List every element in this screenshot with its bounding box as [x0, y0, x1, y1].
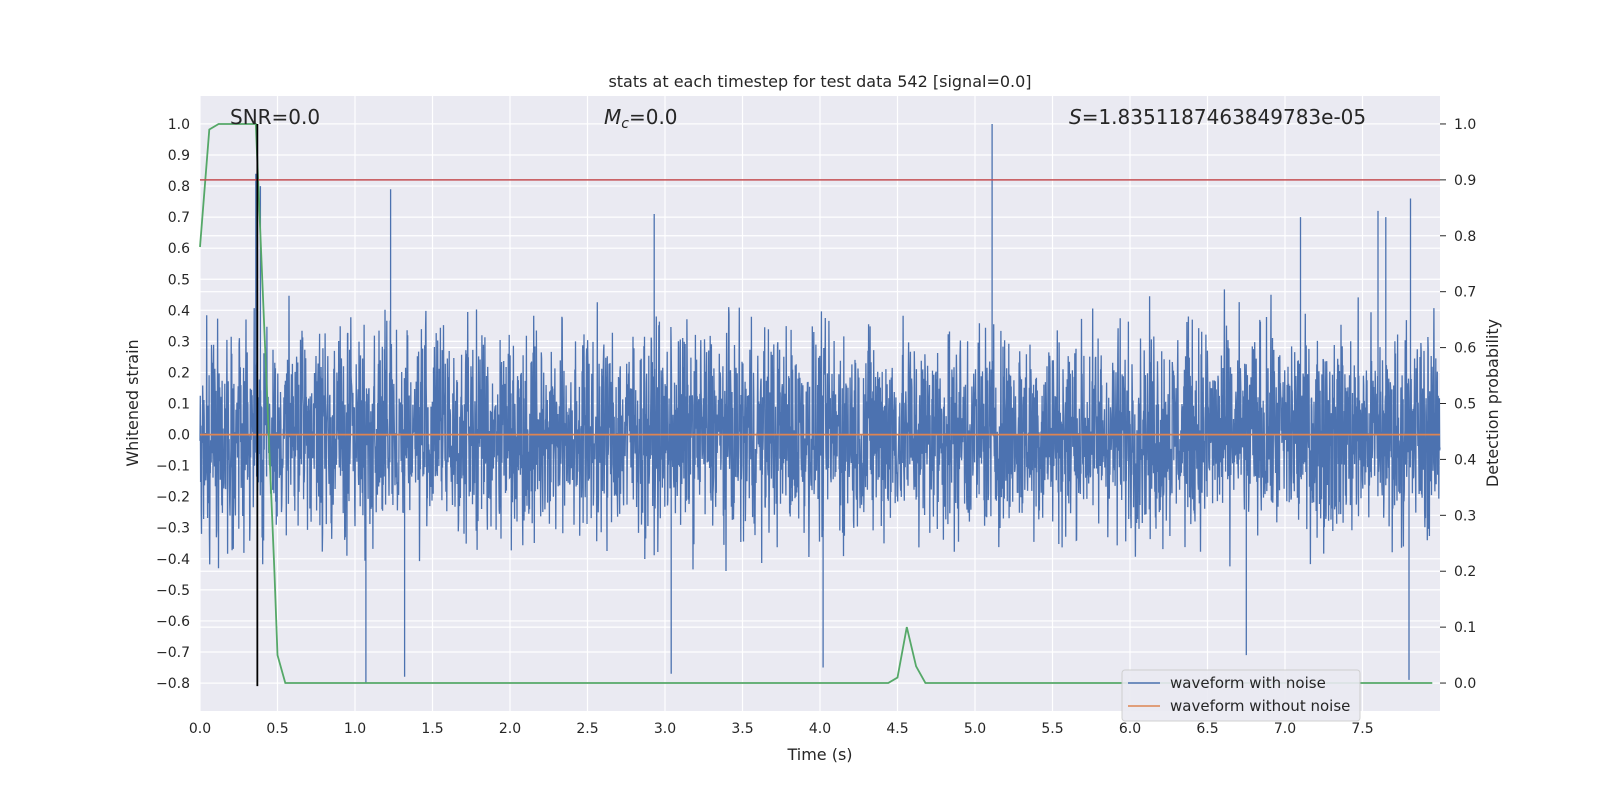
y2-tick-label: 0.2	[1454, 564, 1476, 580]
y-axis-ticks: −0.8 −0.7 −0.6 −0.5 −0.4 −0.3 −0.2 −0.1 0.0 0.1 0.…	[156, 117, 190, 692]
y2-tick-label: 1.0	[1454, 117, 1476, 133]
x-tick-label: 2.0	[499, 721, 521, 737]
snr-annotation: SNR=0.0	[230, 105, 320, 129]
y-tick-label: −0.7	[156, 645, 190, 661]
x-tick-label: 0.5	[266, 721, 288, 737]
x-tick-label: 0.0	[189, 721, 211, 737]
series-layer	[199, 123, 1441, 687]
x-tick-label: 6.0	[1119, 721, 1141, 737]
y-tick-label: 0.4	[168, 303, 190, 319]
y2-tick-label: 0.6	[1454, 341, 1476, 357]
y2-axis-ticks: 0.0 0.1 0.2 0.3 0.4 0.5 0.6 0.7 0.8 0.9 1.0	[1440, 117, 1476, 692]
y-tick-label: −0.2	[156, 490, 190, 506]
y2-tick-label: 0.9	[1454, 173, 1476, 189]
chirp-mass-annotation: Mc=0.0	[604, 105, 678, 132]
noisy-waveform-line	[199, 124, 1441, 683]
y-tick-label: −0.6	[156, 614, 190, 630]
y-axis-label: Whitened strain	[123, 339, 142, 466]
x-tick-label: 7.0	[1274, 721, 1296, 737]
x-tick-label: 5.5	[1041, 721, 1063, 737]
y-tick-label: 0.9	[168, 148, 190, 164]
x-tick-label: 4.0	[809, 721, 831, 737]
x-tick-label: 2.5	[576, 721, 598, 737]
y-tick-label: −0.8	[156, 676, 190, 692]
s-statistic-annotation: S=1.8351187463849783e-05	[1069, 105, 1366, 129]
x-tick-label: 1.5	[421, 721, 443, 737]
y-tick-label: 0.6	[168, 241, 190, 257]
y2-tick-label: 0.3	[1454, 508, 1476, 524]
x-tick-label: 1.0	[344, 721, 366, 737]
y-tick-label: 0.5	[168, 272, 190, 288]
detection-probability-line	[199, 123, 1433, 684]
x-tick-label: 6.5	[1196, 721, 1218, 737]
y-tick-label: 0.8	[168, 179, 190, 195]
x-tick-label: 3.0	[654, 721, 676, 737]
y2-tick-label: 0.8	[1454, 229, 1476, 245]
legend: waveform with noise waveform without noi…	[1121, 669, 1361, 722]
x-tick-label: 5.0	[964, 721, 986, 737]
y-tick-label: −0.1	[156, 459, 190, 475]
y2-tick-label: 0.7	[1454, 285, 1476, 301]
chart-title: stats at each timestep for test data 542…	[608, 72, 1031, 91]
y-tick-label: 0.0	[168, 428, 190, 444]
y-tick-label: 0.7	[168, 210, 190, 226]
y-tick-label: 1.0	[168, 117, 190, 133]
y-tick-label: 0.1	[168, 397, 190, 413]
y2-tick-label: 0.4	[1454, 452, 1476, 468]
x-axis-label: Time (s)	[786, 745, 852, 764]
y-tick-label: −0.4	[156, 552, 190, 568]
y2-tick-label: 0.0	[1454, 676, 1476, 692]
x-tick-label: 3.5	[731, 721, 753, 737]
x-axis-ticks: 0.0 0.5 1.0 1.5 2.0 2.5 3.0 3.5 4.0 4.5 5.0 5.5 6.0 6…	[189, 721, 1374, 737]
y-tick-label: −0.3	[156, 521, 190, 537]
x-tick-label: 4.5	[886, 721, 908, 737]
legend-label-clean: waveform without noise	[1170, 697, 1350, 715]
x-tick-label: 7.5	[1351, 721, 1373, 737]
legend-label-noise: waveform with noise	[1170, 674, 1326, 692]
y-tick-label: −0.5	[156, 583, 190, 599]
y2-tick-label: 0.5	[1454, 397, 1476, 413]
y-tick-label: 0.2	[168, 365, 190, 381]
legend-box	[1121, 669, 1361, 722]
y2-tick-label: 0.1	[1454, 620, 1476, 636]
y2-axis-label: Detection probability	[1483, 319, 1502, 487]
y-tick-label: 0.3	[168, 334, 190, 350]
